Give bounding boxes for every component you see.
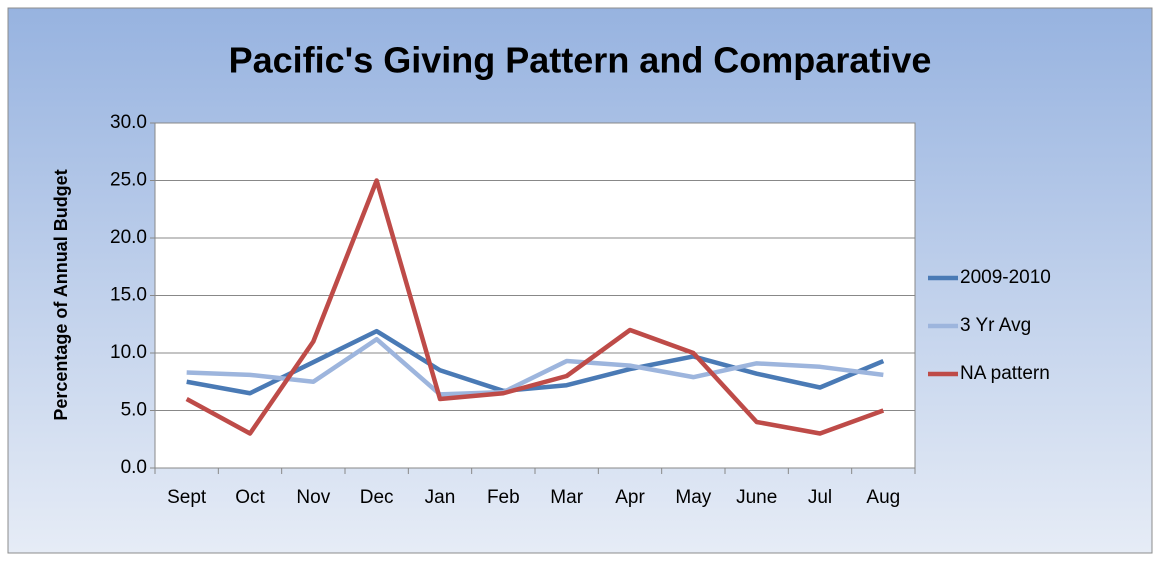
legend-label: 3 Yr Avg <box>960 315 1031 336</box>
y-tick-label: 10.0 <box>110 342 147 363</box>
x-tick-label: June <box>736 487 777 508</box>
x-tick-label: Sept <box>167 487 207 508</box>
y-tick-label: 20.0 <box>110 227 147 248</box>
x-tick-label: May <box>675 487 711 508</box>
y-tick-label: 30.0 <box>110 112 147 133</box>
legend-label: 2009-2010 <box>960 267 1051 288</box>
x-tick-label: Aug <box>866 487 900 508</box>
series-line <box>185 178 885 436</box>
x-tick-label: Dec <box>360 487 394 508</box>
x-tick-label: Mar <box>550 487 583 508</box>
x-tick-label: Oct <box>235 487 265 508</box>
y-tick-label: 25.0 <box>110 170 147 191</box>
y-axis-label: Percentage of Annual Budget <box>51 169 71 420</box>
legend-label: NA pattern <box>960 363 1050 384</box>
y-tick-label: 5.0 <box>121 400 147 421</box>
y-tick-label: 15.0 <box>110 285 147 306</box>
x-tick-label: Feb <box>487 487 520 508</box>
series-line <box>186 336 884 397</box>
chart-title: Pacific's Giving Pattern and Comparative <box>229 40 932 81</box>
y-tick-label: 0.0 <box>121 457 147 478</box>
x-tick-label: Nov <box>296 487 330 508</box>
series-line <box>186 328 885 396</box>
x-tick-label: Apr <box>615 487 645 508</box>
x-tick-label: Jan <box>425 487 456 508</box>
x-tick-label: Jul <box>808 487 832 508</box>
